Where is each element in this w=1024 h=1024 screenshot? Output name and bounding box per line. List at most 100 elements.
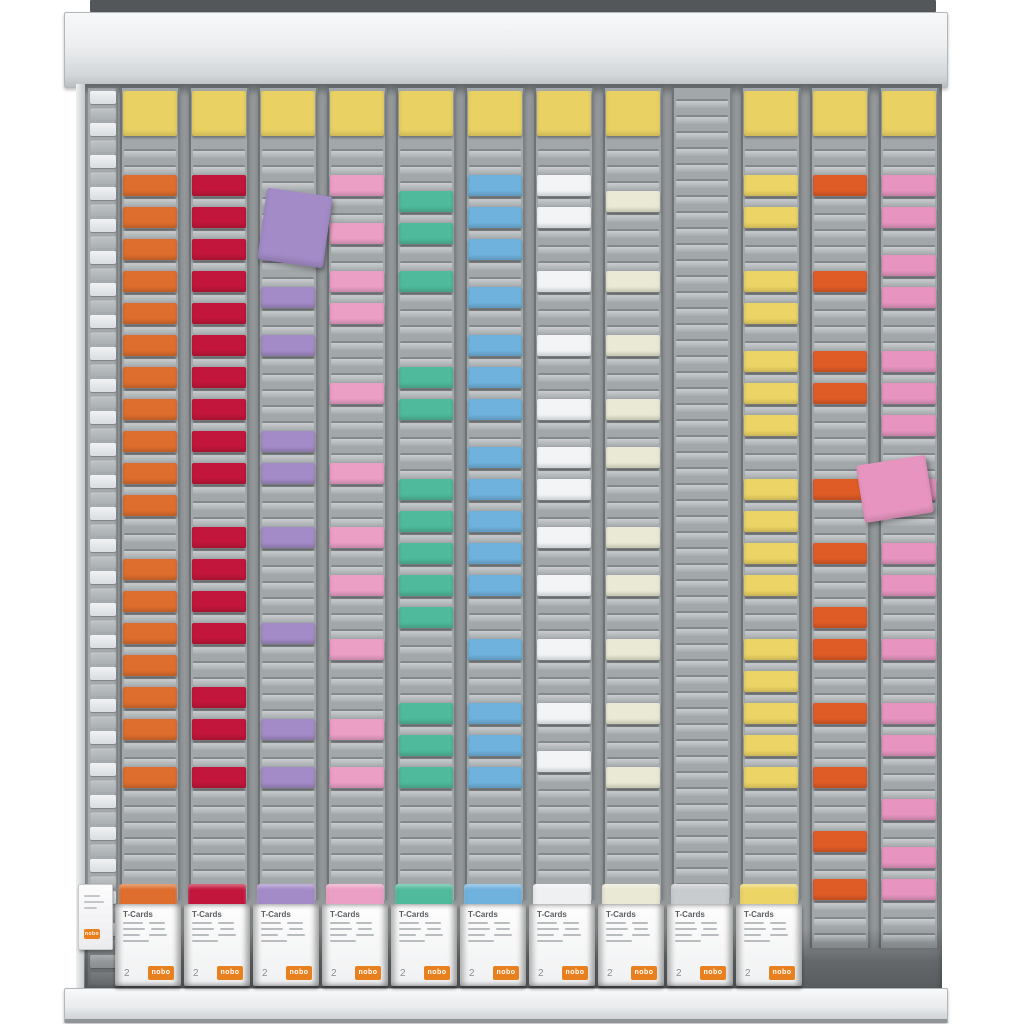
t-card [123,687,177,708]
slot-row [606,575,660,596]
slot-row [606,271,660,292]
slot-row [813,688,867,704]
t-card [537,399,591,420]
empty-slot [400,853,452,862]
empty-slot [193,149,245,158]
slot-row [192,527,246,548]
empty-slot [469,565,521,574]
slot-row [537,560,591,576]
t-card [537,527,591,548]
slot-row [123,271,177,292]
slot-row [882,560,936,576]
empty-slot [607,485,659,494]
empty-slot [193,837,245,846]
t-card [192,303,246,324]
slot-row [606,752,660,768]
box-label-line [744,940,770,942]
empty-slot [331,629,383,638]
slot-row [123,704,177,720]
index-slot [90,347,116,360]
slot-row [813,224,867,240]
slot-row [675,238,729,254]
slot-row [399,367,453,388]
empty-slot [538,693,590,702]
slot-row [882,784,936,800]
slot-row [468,656,522,672]
box-label-line [192,928,214,930]
slot-row [261,800,315,816]
bottom-rail [64,988,948,1023]
empty-slot [124,421,176,430]
slot-row [192,767,246,788]
slot-row [468,384,522,400]
empty-slot [607,757,659,766]
t-card [399,191,453,212]
slot-row [261,719,315,740]
empty-slot [400,341,452,350]
empty-slot [469,357,521,366]
index-slot [90,619,116,632]
empty-slot [676,483,728,492]
slot-row [537,432,591,448]
empty-slot [331,341,383,350]
slot-row [882,336,936,352]
empty-slot [883,229,935,238]
empty-slot [883,917,935,926]
index-slot [90,523,116,536]
slot-row [813,624,867,640]
slot-row [261,608,315,624]
empty-slot [400,469,452,478]
slot-row [882,320,936,336]
slot-row [744,207,798,228]
empty-slot [676,355,728,364]
slot-row [399,752,453,768]
slot-row [330,527,384,548]
box-label-line [703,928,717,930]
index-slot [90,267,116,280]
slot-row [123,767,177,788]
box-title: T-Cards [330,910,360,919]
slot-row [882,543,936,564]
index-slot [90,667,116,680]
slot-row [675,510,729,526]
empty-slot [469,421,521,430]
empty-slot [193,645,245,654]
empty-slot [607,661,659,670]
slot-row [813,656,867,672]
empty-slot [124,709,176,718]
empty-slot [262,597,314,606]
slot-row [330,848,384,864]
slot-row [882,432,936,448]
box-label-line [330,940,356,942]
column-header-card [537,91,591,136]
empty-slot [469,197,521,206]
t-card [606,767,660,788]
slot-row [537,864,591,880]
t-card [468,639,522,660]
slot-row [192,175,246,196]
box-quantity: 2 [607,968,613,979]
slot-row [813,175,867,196]
slot-row [468,432,522,448]
slot-row [192,832,246,848]
slot-row [675,686,729,702]
empty-slot [883,437,935,446]
box-label-line [149,922,165,924]
slot-row [813,144,867,160]
box-title: T-Cards [123,910,153,919]
empty-slot [607,293,659,302]
empty-slot [400,677,452,686]
slot-row [330,208,384,224]
slot-row [606,672,660,688]
t-card [123,495,177,516]
slot-row [744,415,798,436]
box-label-line [494,922,510,924]
slot-row [192,640,246,656]
empty-slot [538,309,590,318]
slot-row [330,416,384,432]
t-card [537,703,591,724]
slot-row [123,144,177,160]
t-card [123,303,177,324]
slot-row [882,144,936,160]
empty-slot [607,693,659,702]
